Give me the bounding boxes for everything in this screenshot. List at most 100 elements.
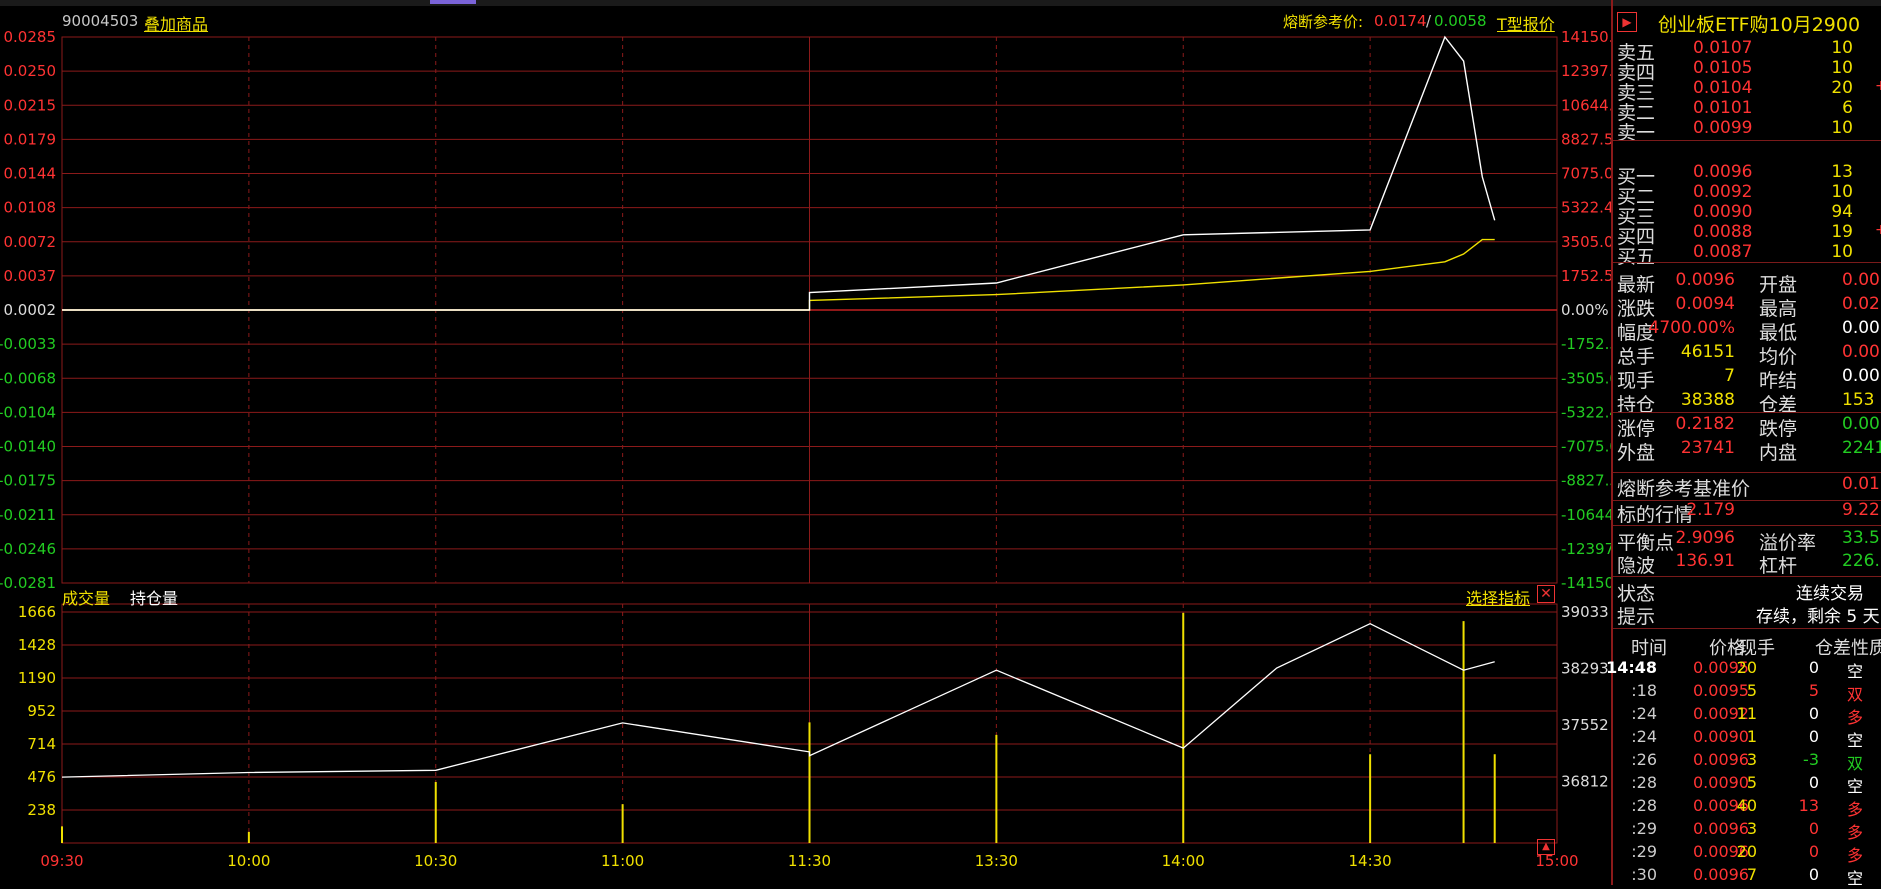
close-indicator-icon[interactable]: ✕ — [1537, 585, 1555, 603]
premium-label: 溢价率 — [1759, 532, 1817, 554]
tick-row[interactable]: :30 0.0096 7 0 空 — [1613, 865, 1881, 888]
ask-qty: 20 — [1831, 78, 1853, 98]
ask-price: 0.0099 — [1693, 118, 1753, 138]
active-tab-indicator[interactable] — [430, 0, 476, 4]
tick-time: :30 — [1631, 865, 1657, 884]
ask-level[interactable]: 卖四 0.0105 10 — [1613, 58, 1881, 84]
volume-tick-label: 952 — [27, 702, 56, 720]
price-tick-label: 0.0285 — [4, 28, 57, 46]
ask-level[interactable]: 卖三 0.0104 20 + — [1613, 78, 1881, 104]
premium-value: 33.5 — [1842, 528, 1880, 548]
quote-row: 现手 7 昨结 0.000 — [1613, 366, 1881, 392]
tick-row[interactable]: 14:48 0.0095 20 0 空 — [1606, 658, 1881, 681]
bid-price: 0.0088 — [1693, 222, 1753, 242]
ticks-header-qty: 现手 — [1739, 638, 1775, 659]
tick-row[interactable]: :28 0.0090 5 0 空 — [1613, 773, 1881, 796]
quote-value: 46151 — [1680, 342, 1735, 362]
ticks-header-oi: 仓差 — [1815, 638, 1851, 659]
hint-row: 提示 存续，剩余 5 天 — [1613, 602, 1881, 628]
price-tick-label: -0.0104 — [0, 403, 56, 421]
ask-level[interactable]: 卖一 0.0099 10 — [1613, 118, 1881, 144]
ticks-header-time: 时间 — [1631, 638, 1667, 659]
bid-level[interactable]: 买一 0.0096 13 — [1613, 162, 1881, 188]
leverage-label: 杠杆 — [1759, 555, 1798, 577]
price-line — [62, 35, 1496, 311]
volume-tick-label: 1428 — [18, 636, 56, 654]
percent-tick-label: 14150.0 — [1561, 28, 1611, 46]
tick-row[interactable]: :18 0.0095 5 5 双 — [1613, 681, 1881, 704]
time-tick-label: 11:00 — [601, 852, 644, 870]
tick-nature: 空 — [1847, 777, 1864, 796]
oi-tick-label: 38293 — [1561, 659, 1609, 677]
ask-level[interactable]: 卖二 0.0101 6 — [1613, 98, 1881, 124]
expand-panel-icon[interactable]: ▲ — [1537, 839, 1555, 855]
ask-price: 0.0105 — [1693, 58, 1753, 78]
tick-qty: 3 — [1746, 819, 1757, 838]
quote-label-2: 均价 — [1759, 346, 1798, 368]
breakeven-row: 平衡点 2.9096 溢价率 33.5 — [1613, 528, 1881, 554]
quote-value-2: 0.000 — [1842, 270, 1881, 290]
add-product-link[interactable]: 叠加商品 — [144, 15, 209, 34]
ask-price: 0.0107 — [1693, 38, 1753, 58]
bid-level[interactable]: 买四 0.0088 19 + — [1613, 222, 1881, 248]
ask-label: 卖二 — [1617, 102, 1656, 124]
main-chart: 0.0285 14150.0 0.0250 12397.4 0.0215 10644.9 0… — [0, 28, 1611, 870]
tick-row[interactable]: :26 0.0096 3 -3 双 — [1613, 750, 1881, 773]
bid-level[interactable]: 买二 0.0092 10 — [1613, 182, 1881, 208]
tick-row[interactable]: :29 0.0096 3 0 多 — [1613, 819, 1881, 842]
tick-qty: 1 — [1746, 727, 1757, 746]
bid-price: 0.0090 — [1693, 202, 1753, 222]
ask-level[interactable]: 卖五 0.0107 10 — [1613, 38, 1881, 64]
tick-nature: 空 — [1847, 731, 1864, 750]
tick-qty: 20 — [1736, 658, 1757, 677]
bid-label: 买三 — [1617, 206, 1656, 228]
percent-tick-label: 5322.4 — [1561, 199, 1611, 217]
quote-value: 0.0094 — [1675, 294, 1735, 314]
tick-row[interactable]: :28 0.0096 40 13 多 — [1613, 796, 1881, 819]
quote-value-2: 0.000 — [1842, 414, 1881, 434]
iv-value: 136.91 — [1675, 551, 1735, 571]
quote-label: 幅度 — [1617, 322, 1656, 344]
tick-qty: 20 — [1736, 842, 1757, 861]
tick-row[interactable]: :29 0.0096 20 0 多 — [1613, 842, 1881, 865]
t-quote-link[interactable]: T型报价 — [1497, 15, 1555, 34]
open-interest-title[interactable]: 持仓量 — [130, 589, 179, 608]
bid-label: 买一 — [1617, 166, 1656, 188]
tick-qty: 5 — [1746, 681, 1757, 700]
price-tick-label: -0.0175 — [0, 472, 56, 490]
quote-label: 现手 — [1617, 370, 1656, 392]
quote-value-2: 2241 — [1842, 438, 1881, 458]
volume-title[interactable]: 成交量 — [62, 589, 111, 608]
bid-label: 买四 — [1617, 226, 1656, 248]
percent-tick-label: -14150.0 — [1561, 574, 1611, 592]
time-tick-label: 11:30 — [788, 852, 831, 870]
bid-mark: + — [1875, 222, 1881, 238]
bid-level[interactable]: 买三 0.0090 94 — [1613, 202, 1881, 228]
ask-label: 卖一 — [1617, 122, 1656, 144]
percent-tick-label: 3505.0 — [1561, 233, 1611, 251]
tick-nature: 空 — [1847, 869, 1864, 888]
tick-row[interactable]: :24 0.0090 1 0 空 — [1613, 727, 1881, 750]
divider — [1613, 412, 1881, 413]
price-tick-label: 0.0215 — [4, 96, 57, 114]
tick-qty: 3 — [1746, 750, 1757, 769]
bid-label: 买五 — [1617, 246, 1656, 268]
tick-row[interactable]: :24 0.0092 11 0 多 — [1613, 704, 1881, 727]
hint-label: 提示 — [1617, 606, 1656, 628]
play-icon[interactable]: ▶ — [1617, 12, 1637, 32]
select-indicator-link[interactable]: 选择指标 — [1466, 589, 1531, 608]
oi-tick-label: 37552 — [1561, 716, 1609, 734]
tick-qty: 7 — [1746, 865, 1757, 884]
quote-label: 涨停 — [1617, 418, 1656, 440]
tick-oi-change: 13 — [1798, 796, 1819, 815]
bid-price: 0.0092 — [1693, 182, 1753, 202]
tick-time: :24 — [1631, 727, 1657, 746]
quote-value-2: 0.007 — [1842, 342, 1881, 362]
contract-name: 创业板ETF购10月2900 — [1658, 14, 1861, 36]
percent-tick-label: 10644.9 — [1561, 96, 1611, 114]
tick-time: :26 — [1631, 750, 1657, 769]
underlying-price: 2.179 — [1686, 500, 1735, 520]
percent-tick-label: 1752.5 — [1561, 267, 1611, 285]
divider — [1613, 472, 1881, 473]
tick-price: 0.0095 — [1693, 658, 1749, 677]
